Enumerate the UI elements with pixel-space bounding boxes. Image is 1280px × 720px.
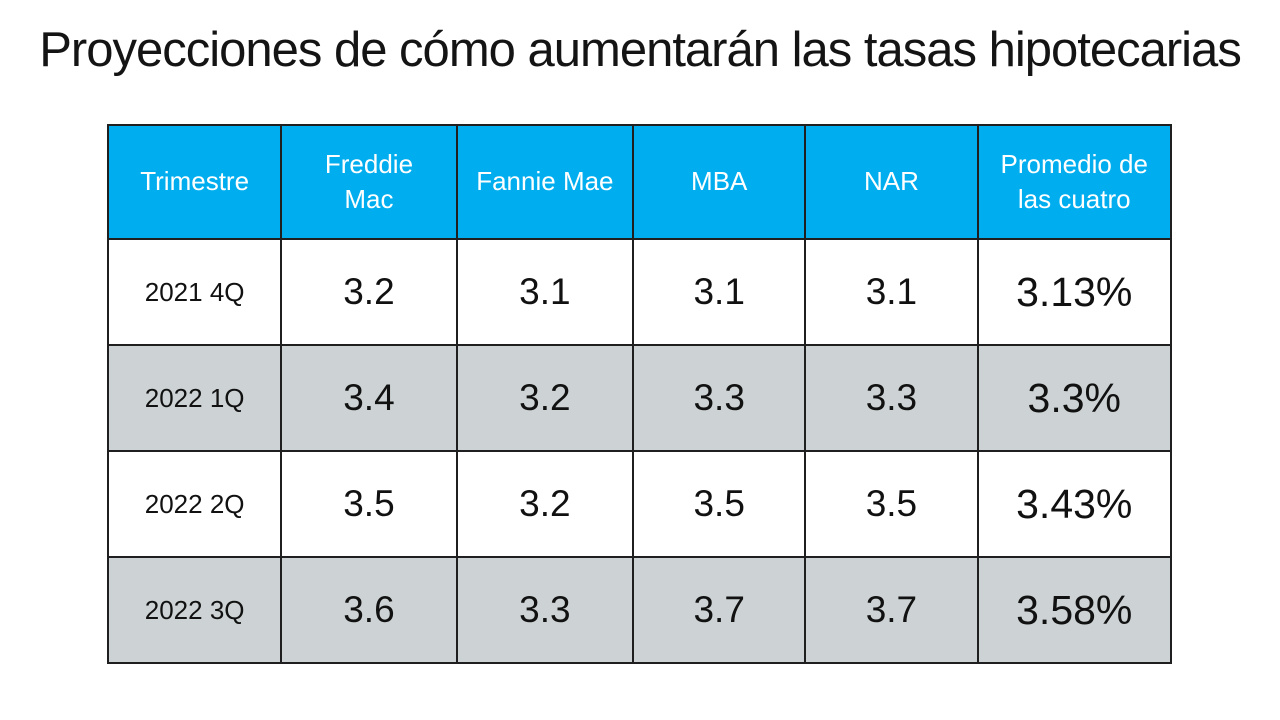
average-value: 3.3% <box>976 344 1173 452</box>
rate-value: 3.5 <box>280 450 458 558</box>
table-row-2021-4q: 2021 4Q 3.2 3.1 3.1 3.1 3.13% <box>106 238 1173 346</box>
rate-value: 3.6 <box>280 556 458 664</box>
table-row-2022-3q: 2022 3Q 3.6 3.3 3.7 3.7 3.58% <box>106 556 1173 664</box>
quarter-label: 2021 4Q <box>106 238 283 346</box>
rate-value: 3.1 <box>804 238 979 346</box>
header-cell-freddie-mac: Freddie Mac <box>280 124 458 240</box>
rate-value: 3.5 <box>632 450 807 558</box>
rate-value: 3.2 <box>455 344 635 452</box>
quarter-label: 2022 1Q <box>106 344 283 452</box>
rate-value: 3.3 <box>632 344 807 452</box>
average-value: 3.43% <box>976 450 1173 558</box>
rate-value: 3.2 <box>455 450 635 558</box>
header-cell-nar: NAR <box>804 124 979 240</box>
average-value: 3.13% <box>976 238 1173 346</box>
table-header-row: Trimestre Freddie Mac Fannie Mae MBA NAR… <box>106 124 1173 240</box>
rate-value: 3.1 <box>455 238 635 346</box>
rate-value: 3.3 <box>455 556 635 664</box>
average-value: 3.58% <box>976 556 1173 664</box>
header-cell-fannie-mae: Fannie Mae <box>455 124 635 240</box>
mortgage-rates-table: Trimestre Freddie Mac Fannie Mae MBA NAR… <box>106 124 1173 664</box>
table-row-2022-1q: 2022 1Q 3.4 3.2 3.3 3.3 3.3% <box>106 344 1173 452</box>
rate-value: 3.5 <box>804 450 979 558</box>
rate-value: 3.1 <box>632 238 807 346</box>
rate-value: 3.7 <box>804 556 979 664</box>
rate-value: 3.7 <box>632 556 807 664</box>
rate-value: 3.3 <box>804 344 979 452</box>
header-cell-trimestre: Trimestre <box>106 124 283 240</box>
quarter-label: 2022 3Q <box>106 556 283 664</box>
header-cell-mba: MBA <box>632 124 807 240</box>
table-row-2022-2q: 2022 2Q 3.5 3.2 3.5 3.5 3.43% <box>106 450 1173 558</box>
quarter-label: 2022 2Q <box>106 450 283 558</box>
page-title: Proyecciones de cómo aumentarán las tasa… <box>39 23 1242 77</box>
rate-value: 3.2 <box>280 238 458 346</box>
header-cell-promedio: Promedio de las cuatro <box>976 124 1173 240</box>
rate-value: 3.4 <box>280 344 458 452</box>
